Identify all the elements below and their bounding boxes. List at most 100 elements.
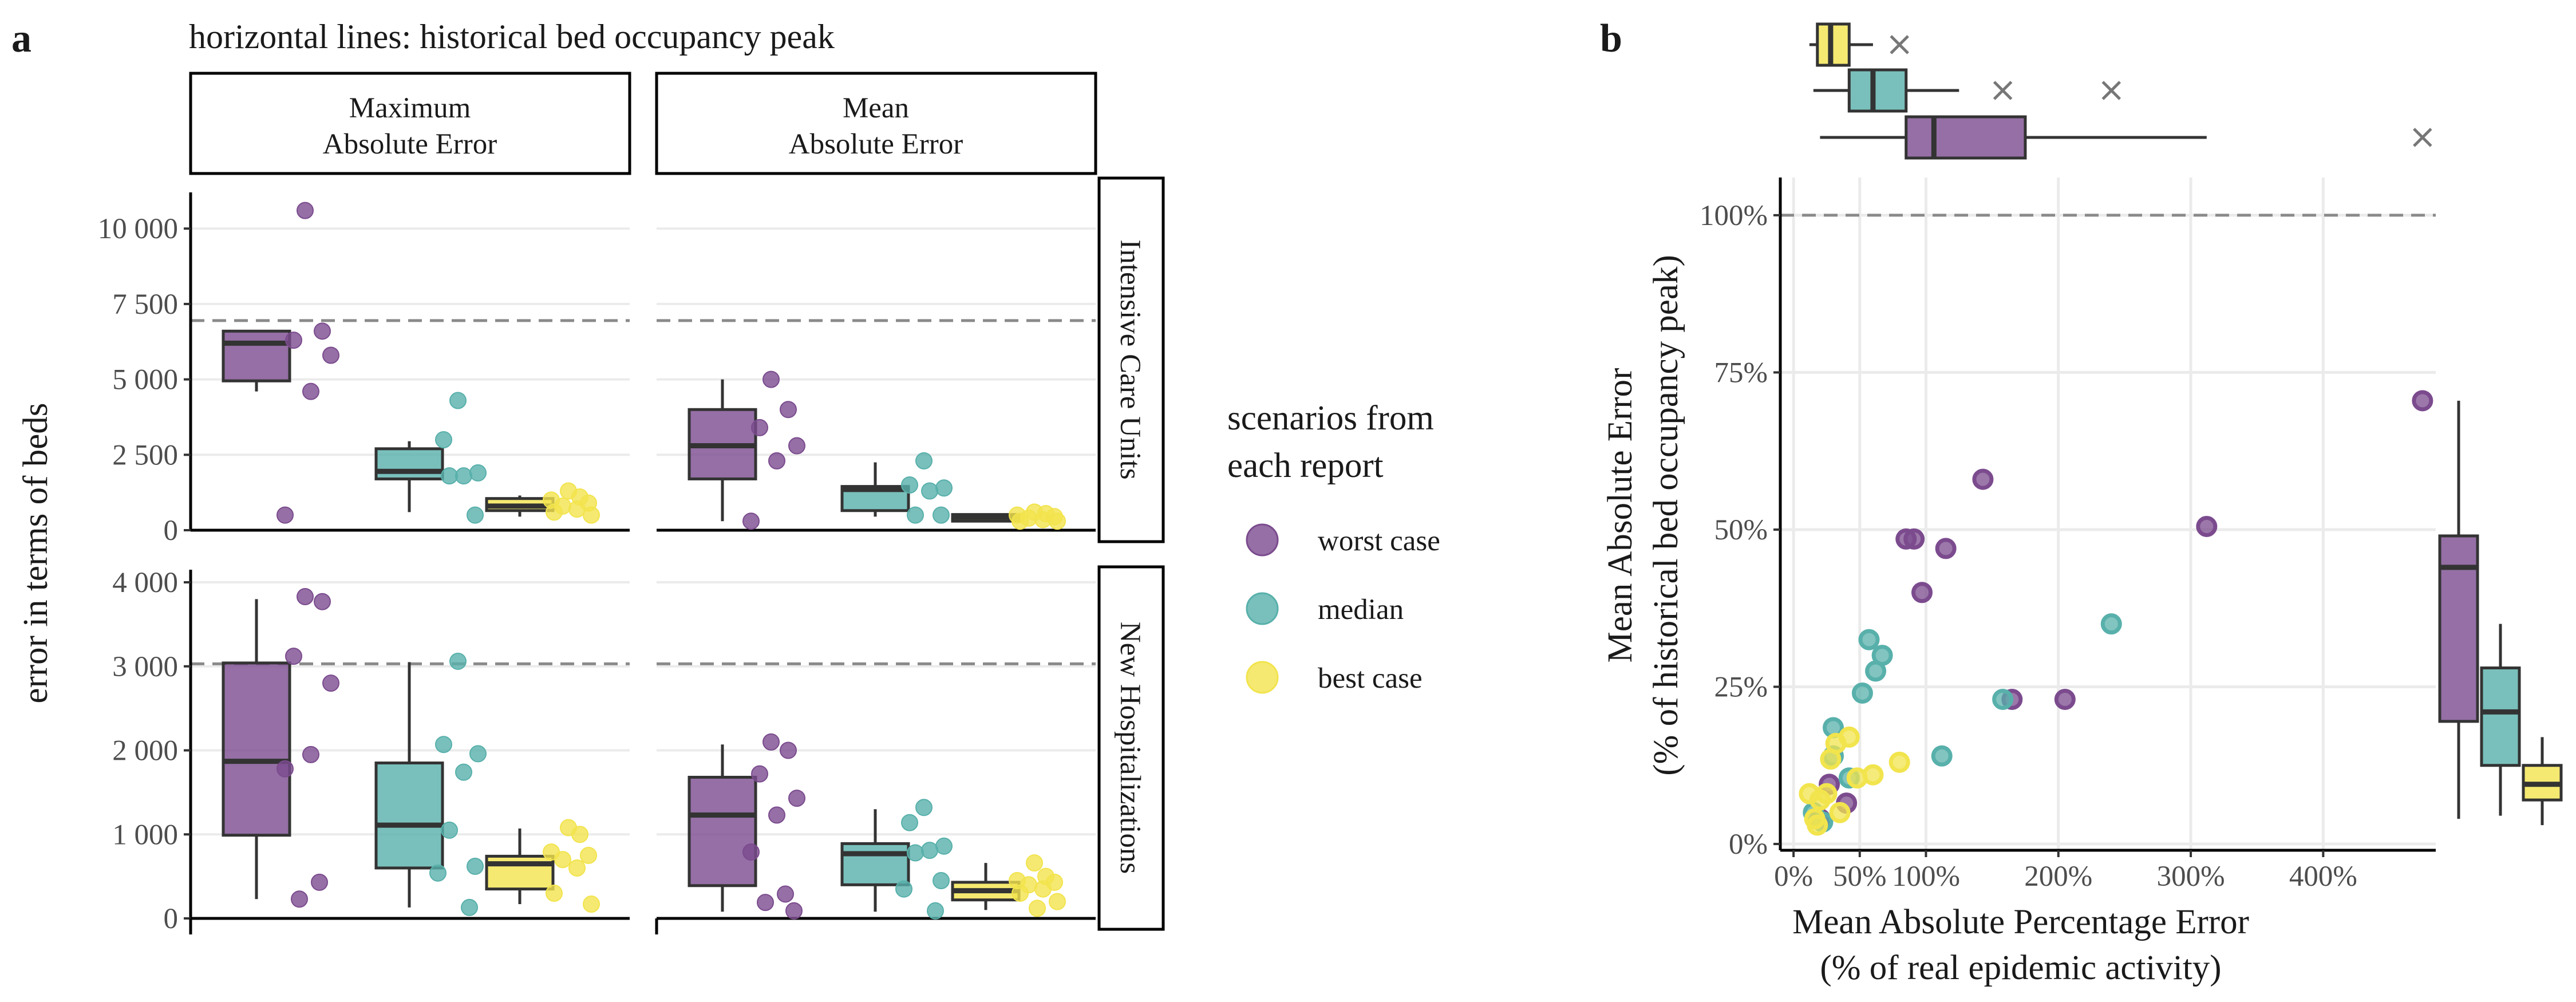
point-median: [933, 871, 950, 889]
point-best-case: [1026, 854, 1043, 872]
point-worst-case: [322, 346, 339, 364]
point-best-case: [1034, 511, 1052, 528]
point-best-case: [583, 896, 600, 913]
panel-a-title: horizontal lines: historical bed occupan…: [189, 18, 835, 56]
strip-col-mean-line2: Absolute Error: [789, 128, 963, 160]
strip-col-max-line2: Absolute Error: [323, 128, 497, 160]
box-iqr: [840, 842, 910, 886]
point-worst-case: [302, 382, 319, 400]
point-worst-case: [2054, 688, 2076, 710]
point-worst-case: [311, 873, 328, 891]
point-best-case: [571, 826, 588, 843]
legend-swatch-median: [1246, 592, 1279, 625]
y-tick-label: 50%: [1714, 514, 1768, 546]
strip-row-nh: [1097, 565, 1165, 931]
box-iqr: [222, 661, 291, 837]
legend-swatch-best-case: [1246, 661, 1279, 694]
point-best-case: [1034, 880, 1052, 898]
point-worst-case: [751, 419, 768, 436]
panel-a-plot: 0 2 500 5 000 7 500 10 000 0 1 000 2 000 3 000 4 …: [98, 192, 1096, 935]
point-median: [901, 814, 918, 831]
point-best-case: [1807, 814, 1828, 836]
point-worst-case: [297, 587, 314, 605]
box-median: [840, 462, 910, 517]
legend-label-best-case: best case: [1318, 662, 1423, 695]
strip-row-icu-label: Intensive Care Units: [1114, 239, 1146, 479]
box-worst-case: [688, 744, 757, 912]
marginal-x-box-best-case: [1809, 22, 1909, 67]
x-tick-label: 200%: [2024, 861, 2092, 893]
box-median: [840, 809, 910, 912]
outlier-marker: [1993, 81, 2013, 100]
point-worst-case: [2412, 390, 2433, 412]
box-best-case: [951, 863, 1021, 910]
point-worst-case: [322, 674, 339, 692]
y-tick-label: 10 000: [98, 213, 178, 245]
box-iqr: [1905, 115, 2027, 160]
point-median: [467, 506, 484, 524]
facet-new-hospitalizations-mean-absolute-error: [655, 581, 1096, 934]
point-median: [449, 392, 467, 409]
point-worst-case: [291, 890, 308, 908]
point-median: [441, 467, 458, 485]
panel-b-xlabel-line1: Mean Absolute Percentage Error: [1792, 903, 2249, 941]
marginal-y-box-worst-case: [2438, 400, 2479, 819]
point-median: [915, 799, 933, 816]
point-best-case: [554, 851, 571, 869]
panel-b-ylabel-line1: Mean Absolute Error: [1601, 368, 1639, 663]
point-worst-case: [788, 437, 805, 455]
facet-intensive-care-units-maximum-absolute-error: 0 2 500 5 000 7 500 10 000: [98, 192, 630, 547]
point-median: [441, 821, 458, 839]
point-worst-case: [785, 902, 803, 920]
point-worst-case: [780, 741, 797, 759]
facet-new-hospitalizations-maximum-absolute-error: 0 1 000 2 000 3 000 4 000: [112, 567, 630, 935]
point-worst-case: [751, 765, 768, 783]
point-median: [1865, 660, 1887, 682]
point-best-case: [1820, 748, 1842, 770]
box-iqr: [2480, 666, 2521, 767]
legend-title-line2: each report: [1227, 447, 1384, 485]
marginal-y-box-median: [2480, 624, 2521, 816]
point-best-case: [583, 506, 600, 524]
point-worst-case: [285, 332, 302, 349]
point-median: [1992, 688, 2014, 710]
strip-row-nh-label: New Hospitalizations: [1114, 622, 1146, 874]
point-median: [449, 652, 467, 670]
panel-a-letter: a: [11, 17, 31, 61]
facet-intensive-care-units-mean-absolute-error: [657, 227, 1096, 532]
point-worst-case: [742, 843, 760, 861]
y-tick-label: 3 000: [112, 651, 178, 683]
point-median: [469, 464, 487, 482]
panel-b-ylabel-line2: (% of historical bed occupancy peak): [1647, 255, 1685, 776]
point-worst-case: [2196, 515, 2218, 537]
x-tick-label: 100%: [1892, 861, 1960, 893]
box-median: [374, 441, 444, 512]
point-worst-case: [768, 452, 785, 470]
point-worst-case: [276, 760, 294, 778]
panel-b-plot: 0%25%50%75%100%0% 50% 100% 200% 300% 400%: [1700, 22, 2563, 893]
point-best-case: [1888, 751, 1910, 773]
point-median: [921, 842, 938, 859]
box-iqr: [2438, 534, 2479, 723]
point-median: [1851, 682, 1873, 704]
legend-swatch-worst-case: [1246, 523, 1279, 557]
legend-title-line1: scenarios from: [1227, 399, 1434, 437]
point-median: [455, 467, 472, 485]
point-best-case: [580, 846, 597, 864]
marginal-x-box-worst-case: [1820, 115, 2432, 160]
point-median: [469, 745, 487, 763]
box-iqr: [374, 762, 444, 870]
point-worst-case: [788, 790, 805, 807]
point-best-case: [546, 503, 563, 521]
point-median: [435, 736, 452, 754]
point-worst-case: [780, 401, 797, 419]
point-worst-case: [757, 894, 774, 912]
point-worst-case: [1903, 528, 1925, 550]
y-tick-label: 0: [164, 515, 179, 547]
y-tick-label: 100%: [1700, 200, 1768, 232]
y-tick-label: 1 000: [112, 819, 178, 851]
point-median: [2100, 613, 2122, 635]
point-median: [1858, 629, 1880, 650]
point-worst-case: [314, 593, 331, 610]
point-best-case: [1029, 900, 1046, 917]
